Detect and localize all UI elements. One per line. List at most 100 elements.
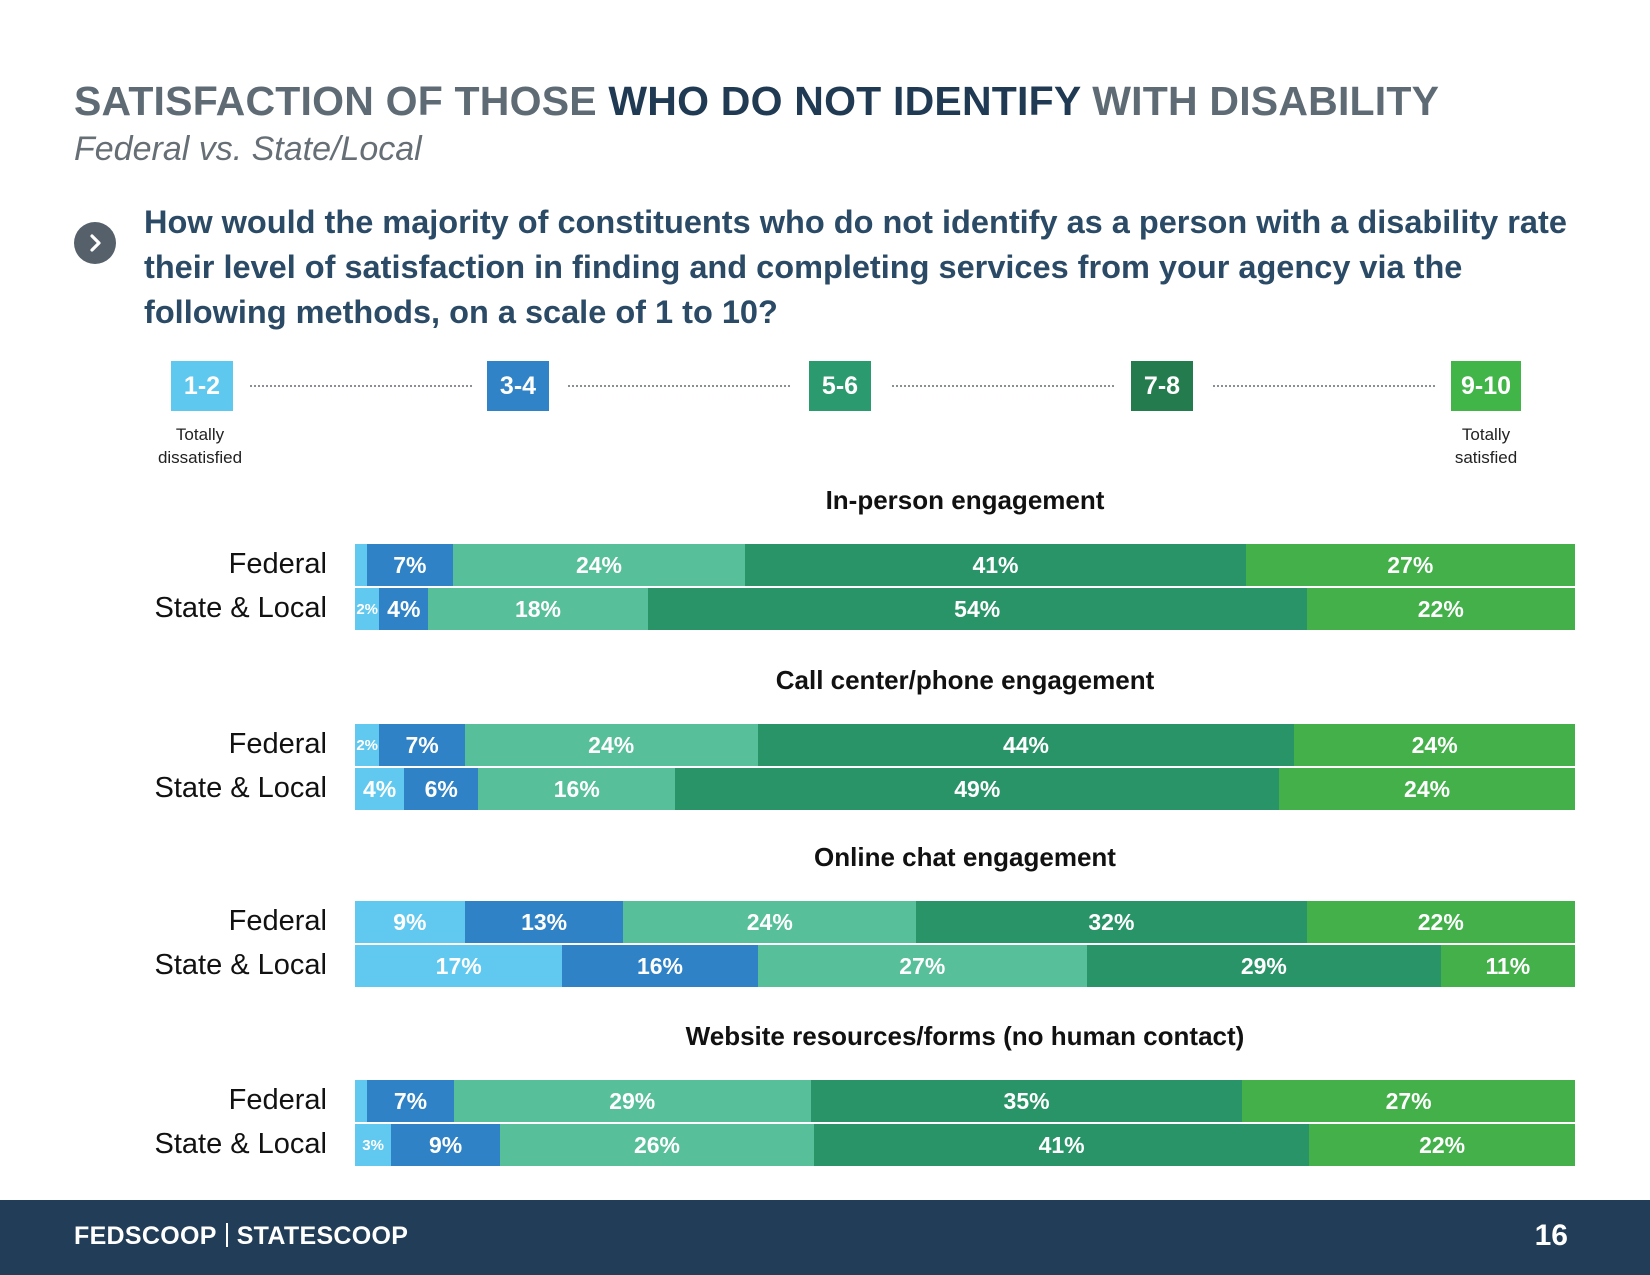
chart-title: Call center/phone engagement <box>775 665 1155 695</box>
scale-dots <box>892 385 1114 387</box>
data-label: 7% <box>393 551 427 578</box>
data-label: 22% <box>1417 595 1464 622</box>
data-label: 24% <box>1411 731 1458 758</box>
data-label: 41% <box>972 551 1019 578</box>
bar-segment: 7% <box>367 544 453 586</box>
bar-segment: 35% <box>810 1080 1243 1122</box>
page-subtitle: Federal vs. State/Local <box>74 130 422 168</box>
data-label: 27% <box>1387 551 1434 578</box>
bar-segment: 24% <box>452 544 746 586</box>
chevron-right-icon <box>74 222 116 264</box>
scale-label: 7-8 <box>1143 371 1181 400</box>
bar-segment: 24% <box>623 901 917 943</box>
data-label: 9% <box>393 908 427 935</box>
data-label: 22% <box>1417 908 1464 935</box>
data-label: 27% <box>899 952 946 979</box>
caption-line: Totally <box>175 425 225 444</box>
brand-logo: FEDSCOOP STATESCOOP <box>74 1222 408 1251</box>
scale-box-7-8: 7-8 <box>1131 361 1193 411</box>
bar-segment: 2% <box>355 724 380 766</box>
data-label: 22% <box>1419 1131 1466 1158</box>
scale-dots <box>1213 385 1435 387</box>
bar-segment: 7% <box>367 1080 454 1122</box>
bar-segment: 26% <box>499 1124 814 1166</box>
data-label: 24% <box>575 551 622 578</box>
data-label: 29% <box>609 1087 656 1114</box>
data-label: 29% <box>1240 952 1287 979</box>
data-label: 32% <box>1088 908 1135 935</box>
scale-box-3-4: 3-4 <box>487 361 549 411</box>
bar-row: 7% 29% 35% 27% <box>355 1080 1575 1122</box>
bar-segment: 44% <box>757 724 1295 766</box>
data-label: 35% <box>1003 1087 1050 1114</box>
bar-segment: 29% <box>453 1080 811 1122</box>
bar-segment: 29% <box>1086 945 1441 987</box>
bar-segment: 4% <box>355 768 405 810</box>
caption-line: satisfied <box>1454 448 1518 467</box>
scale-dots <box>250 385 472 387</box>
data-label: 11% <box>1485 952 1531 979</box>
data-label: 16% <box>636 952 683 979</box>
bar-row: 3% 9% 26% 41% 22% <box>355 1124 1575 1166</box>
row-label: State & Local <box>154 949 328 981</box>
page-number: 16 <box>1534 1219 1568 1252</box>
bar-segment: 16% <box>478 768 676 810</box>
title-strong: WHO DO NOT IDENTIFY <box>608 78 1081 124</box>
bar-segment: 32% <box>916 901 1307 943</box>
scale-label: 1-2 <box>183 371 221 400</box>
page-title: SATISFACTION OF THOSE WHO DO NOT IDENTIF… <box>74 78 1439 125</box>
data-label: 18% <box>514 595 561 622</box>
bar-segment <box>355 1080 368 1122</box>
bar-segment: 9% <box>391 1124 500 1166</box>
bar-segment: 6% <box>404 768 479 810</box>
data-label: 4% <box>387 595 421 622</box>
brand-statescoop: STATESCOOP <box>236 1222 409 1250</box>
data-label: 9% <box>428 1131 463 1158</box>
data-label: 24% <box>1404 775 1451 802</box>
scale-label: 3-4 <box>499 371 537 400</box>
data-label: 41% <box>1038 1131 1085 1158</box>
bar-segment: 24% <box>464 724 758 766</box>
bar-segment: 7% <box>379 724 465 766</box>
title-post: WITH DISABILITY <box>1080 78 1440 124</box>
bar-segment: 41% <box>813 1124 1310 1166</box>
title-pre: SATISFACTION OF THOSE <box>74 78 609 124</box>
chart-title: Online chat engagement <box>814 842 1116 872</box>
data-label: 44% <box>1002 731 1049 758</box>
bar-segment: 18% <box>428 588 648 630</box>
brand-fedscoop: FEDSCOOP <box>74 1222 217 1250</box>
row-label: Federal <box>228 548 327 580</box>
bar-segment: 41% <box>745 544 1246 586</box>
data-label: 13% <box>521 908 568 935</box>
bar-segment: 22% <box>1309 1124 1575 1166</box>
bar-segment: 22% <box>1306 901 1575 943</box>
data-label: 17% <box>435 952 482 979</box>
bar-segment <box>355 544 368 586</box>
chart-title: In-person engagement <box>825 485 1105 515</box>
chart-title: Website resources/forms (no human contac… <box>685 1021 1245 1051</box>
caption-line: Totally <box>1461 425 1511 444</box>
bar-segment: 24% <box>1279 768 1575 810</box>
bar-segment: 4% <box>379 588 429 630</box>
row-label: State & Local <box>154 1128 328 1160</box>
bar-segment: 54% <box>647 588 1307 630</box>
scale-caption-left: Totally dissatisfied <box>135 423 265 469</box>
data-label: 2% <box>356 736 379 754</box>
brand-divider <box>225 1223 228 1247</box>
scale-box-5-6: 5-6 <box>809 361 871 411</box>
data-label: 27% <box>1385 1087 1432 1114</box>
data-label: 26% <box>633 1131 680 1158</box>
data-label: 49% <box>954 775 1001 802</box>
scale-box-9-10: 9-10 <box>1451 361 1521 411</box>
data-label: 4% <box>363 775 397 802</box>
row-label: Federal <box>228 905 327 937</box>
bar-segment: 24% <box>1294 724 1575 766</box>
data-label: 24% <box>746 908 793 935</box>
row-label: Federal <box>228 1084 327 1116</box>
bar-row: 2% 7% 24% 44% 24% <box>355 724 1575 766</box>
bar-segment: 16% <box>562 945 758 987</box>
bar-segment: 22% <box>1306 588 1575 630</box>
data-label: 54% <box>954 595 1001 622</box>
bar-segment: 27% <box>757 945 1087 987</box>
row-label: State & Local <box>154 592 328 624</box>
